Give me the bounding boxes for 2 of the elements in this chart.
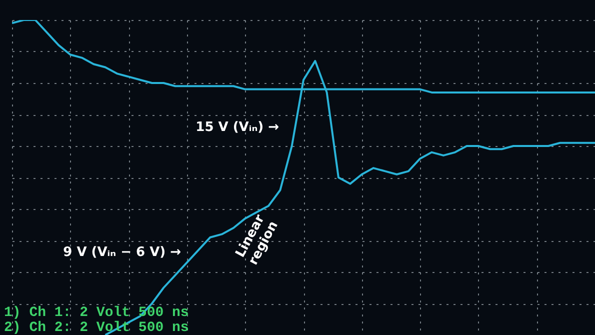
annotation: 9 V (Vᵢₙ − 6 V) → — [63, 245, 182, 260]
annotation: 15 V (Vᵢₙ) → — [196, 120, 280, 135]
